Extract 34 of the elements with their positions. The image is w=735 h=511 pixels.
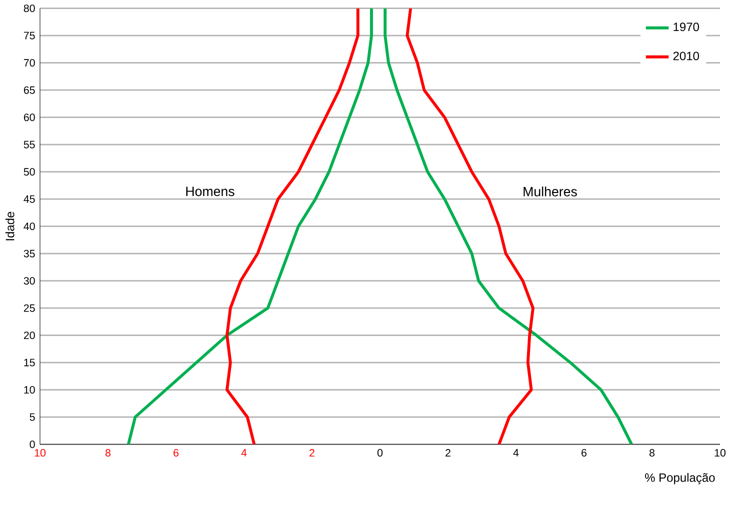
y-tick-label: 20 [24,332,35,340]
x-tick-label: 6 [174,449,178,457]
x-tick-label: 4 [513,449,519,456]
y-tick-label: 45 [24,195,35,203]
y-tick-label: 0 [30,440,35,448]
y-tick-label: 50 [24,168,35,176]
y-tick-label: 60 [24,114,35,122]
annotation: Homens [186,186,234,196]
y-axis-title: Idade [5,212,14,240]
x-tick-label: 4 [241,449,247,456]
legend-label: 2010 [673,52,699,60]
y-tick-label: 80 [24,4,35,12]
x-tick-label: 8 [649,449,654,457]
x-tick-label: 2 [310,449,314,456]
x-tick-label: 8 [105,449,110,457]
x-tick-label: 0 [377,449,383,457]
x-tick-label: 2 [446,449,450,456]
legend-label: 1970 [674,22,699,32]
x-tick-label: 10 [714,449,726,457]
x-tick-label: 10 [34,449,46,457]
y-tick-label: 10 [24,386,35,394]
y-tick-label: 35 [24,250,35,258]
annotation: Mulheres [524,186,577,196]
y-tick-label: 30 [24,277,35,285]
y-tick-label: 5 [30,413,35,421]
y-tick-label: 25 [24,304,35,312]
x-tick-label: 6 [582,449,586,457]
y-tick-label: 15 [24,358,35,366]
x-axis-title: % População [644,473,715,484]
y-tick-label: 40 [24,222,35,230]
y-tick-label: 70 [24,59,35,67]
y-tick-label: 65 [24,86,35,94]
y-tick-label: 75 [24,32,35,40]
y-tick-label: 55 [24,140,35,148]
